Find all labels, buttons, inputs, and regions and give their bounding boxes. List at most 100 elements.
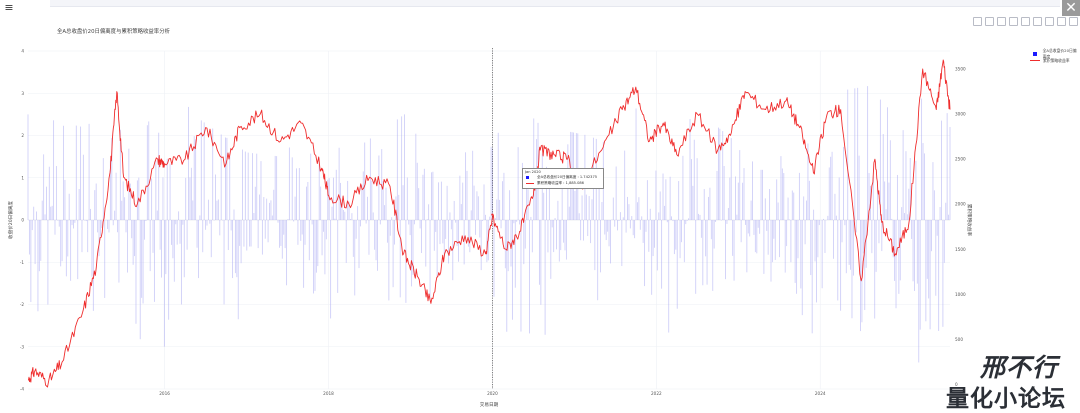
deviation-bar xyxy=(207,220,208,226)
deviation-bar xyxy=(782,168,783,220)
deviation-bar xyxy=(763,220,764,274)
deviation-bar xyxy=(491,147,492,220)
deviation-bar xyxy=(719,129,720,220)
deviation-bar xyxy=(839,177,840,220)
x-tick-label: 2018 xyxy=(323,391,334,396)
deviation-bar xyxy=(667,220,668,222)
deviation-bar xyxy=(752,161,753,220)
deviation-bar xyxy=(613,198,614,220)
deviation-bar xyxy=(503,173,504,220)
deviation-bar xyxy=(261,161,262,220)
deviation-bar xyxy=(232,220,233,278)
deviation-bar xyxy=(205,220,206,230)
deviation-bar xyxy=(117,220,118,232)
deviation-bar xyxy=(251,220,252,247)
deviation-bar xyxy=(880,100,881,220)
deviation-bar xyxy=(465,152,466,220)
deviation-bar xyxy=(209,220,210,224)
deviation-bar xyxy=(33,207,34,220)
legend-item-deviation[interactable]: 全A总收盘价20日偏离度 xyxy=(1029,50,1080,57)
deviation-bar xyxy=(907,214,908,220)
deviation-bar xyxy=(802,220,803,315)
deviation-bar xyxy=(771,220,772,282)
deviation-bar xyxy=(432,172,433,220)
deviation-bar xyxy=(47,220,48,305)
deviation-bar xyxy=(114,211,115,220)
deviation-bar xyxy=(171,220,172,245)
deviation-bar xyxy=(589,196,590,220)
deviation-bar xyxy=(133,220,134,265)
deviation-bar xyxy=(259,195,260,220)
deviation-bar xyxy=(410,220,411,235)
deviation-bar xyxy=(540,220,541,305)
deviation-bar xyxy=(913,220,914,281)
deviation-bar xyxy=(641,216,642,220)
y-left-tick-label: 1 xyxy=(21,175,24,180)
deviation-bar xyxy=(163,177,164,220)
deviation-bar xyxy=(131,220,132,238)
deviation-bar xyxy=(687,220,688,221)
deviation-bar xyxy=(256,154,257,220)
deviation-bar xyxy=(648,220,649,252)
deviation-bar xyxy=(278,220,279,223)
deviation-bar xyxy=(621,220,622,266)
deviation-bar xyxy=(481,220,482,270)
deviation-bar xyxy=(97,220,98,232)
deviation-bar xyxy=(823,219,824,220)
deviation-bar xyxy=(940,207,941,220)
deviation-bar xyxy=(167,159,168,220)
deviation-bar xyxy=(273,190,274,220)
deviation-bar xyxy=(380,220,381,224)
deviation-bar xyxy=(388,220,389,300)
deviation-bar xyxy=(942,220,943,327)
deviation-bar xyxy=(354,220,355,295)
deviation-bar xyxy=(539,220,540,285)
deviation-bar xyxy=(229,154,230,220)
deviation-bar xyxy=(305,220,306,245)
deviation-bar xyxy=(513,220,514,223)
deviation-bar xyxy=(887,107,888,220)
deviation-bar xyxy=(35,220,36,264)
deviation-bar xyxy=(563,220,564,243)
deviation-bar xyxy=(359,220,360,268)
deviation-bar xyxy=(617,220,618,230)
deviation-bar xyxy=(624,151,625,220)
deviation-bar xyxy=(211,220,212,257)
deviation-bar xyxy=(597,220,598,300)
deviation-bar xyxy=(708,197,709,220)
deviation-bar xyxy=(519,220,520,224)
deviation-bar xyxy=(94,190,95,220)
deviation-bar xyxy=(238,220,239,319)
deviation-bar xyxy=(422,175,423,220)
deviation-bar xyxy=(775,220,776,260)
deviation-bar xyxy=(709,188,710,220)
tooltip-value-return: 累积策略收益率 : 1,885.086 xyxy=(537,181,584,186)
deviation-bar xyxy=(724,166,725,220)
deviation-bar xyxy=(607,220,608,232)
deviation-bar xyxy=(675,220,676,250)
x-tick-label: 2016 xyxy=(159,391,170,396)
deviation-bar xyxy=(718,128,719,220)
deviation-bar xyxy=(70,220,71,281)
deviation-bar xyxy=(202,220,203,252)
deviation-bar xyxy=(626,220,627,233)
deviation-bar xyxy=(661,220,662,289)
bar-series-deviation[interactable] xyxy=(28,86,951,362)
hover-tooltip: Jan 2020 全A总收盘价20日偏离度 : 1.742375 累积策略收益率… xyxy=(522,168,604,189)
deviation-bar xyxy=(86,220,87,221)
deviation-bar xyxy=(283,220,284,235)
deviation-bar xyxy=(842,220,843,242)
deviation-bar xyxy=(154,220,155,302)
deviation-bar xyxy=(316,220,317,273)
line-series-cumulative-return[interactable] xyxy=(28,60,950,387)
deviation-bar xyxy=(609,220,610,246)
deviation-bar xyxy=(398,195,399,220)
legend-swatch-line xyxy=(1030,60,1040,61)
deviation-bar xyxy=(455,220,456,223)
deviation-bar xyxy=(948,215,949,220)
y-right-axis-title: 累积策略收益率 xyxy=(966,204,973,237)
deviation-bar xyxy=(67,220,68,256)
deviation-bar xyxy=(411,220,412,286)
deviation-bar xyxy=(701,220,702,238)
